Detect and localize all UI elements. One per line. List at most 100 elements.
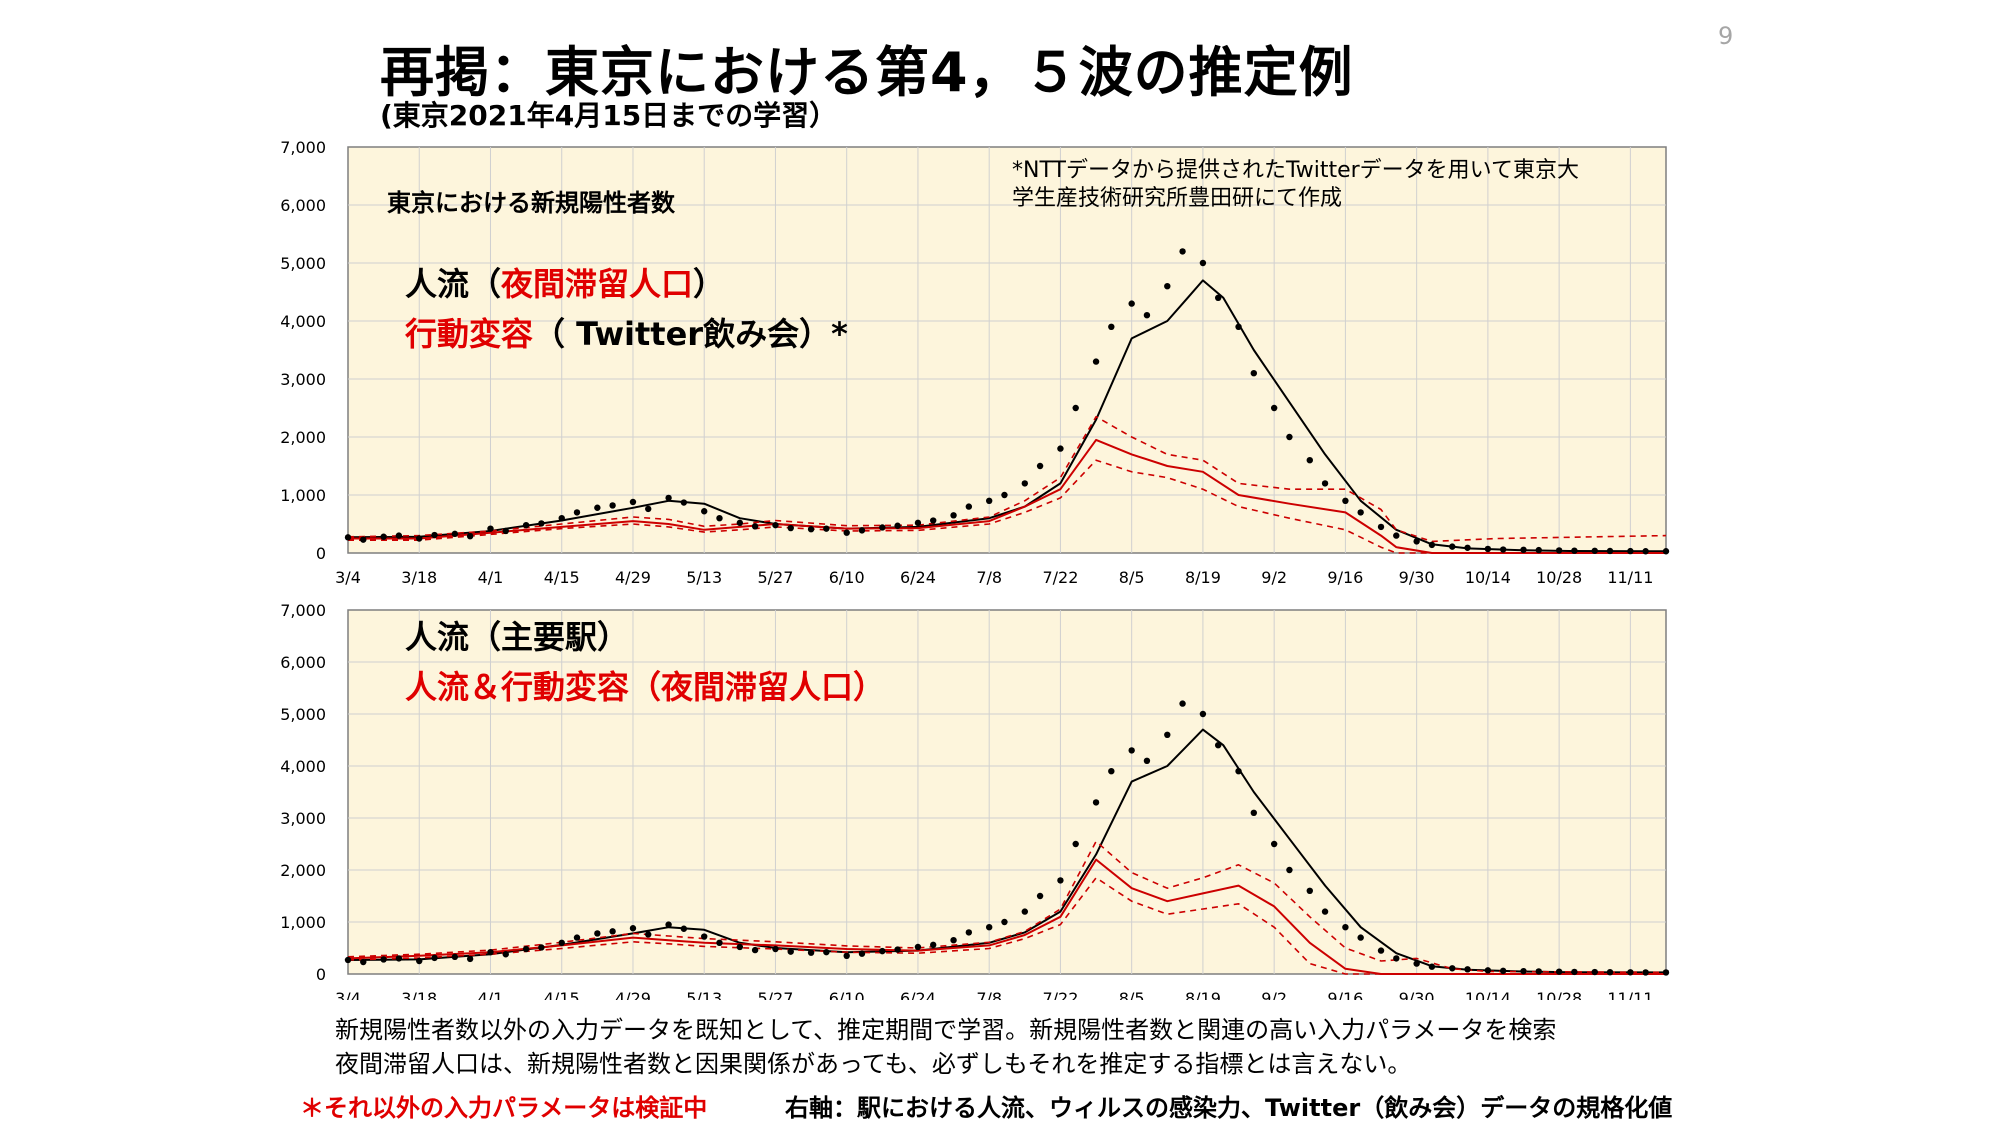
observed-case-point (645, 505, 652, 513)
behavior-lower-bound-line (347, 876, 1666, 975)
observed-case-point (1428, 541, 1436, 549)
observed-case-point (1393, 532, 1400, 539)
observed-case-point (1342, 924, 1349, 931)
footer-line-2: 夜間滞留人口は、新規陽性者数と因果関係があっても、必ずしもそれを推定する指標とは… (335, 1050, 1412, 1078)
top-legend-line2-red: 行動変容 (405, 315, 533, 353)
x-tick-label: 9/2 (1261, 568, 1287, 587)
observed-case-point (665, 494, 672, 502)
x-tick-label: 9/16 (1327, 989, 1363, 1000)
x-tick-label: 6/10 (829, 568, 865, 587)
observed-case-point (344, 956, 352, 964)
y-tick-label: 3,000 (280, 809, 326, 828)
x-tick-label: 6/24 (900, 568, 936, 587)
y-tick-label: 2,000 (280, 428, 326, 447)
bottom-legend-line1: 人流（主要駅） (405, 618, 629, 656)
observed-case-point (1199, 710, 1207, 718)
behavior-upper-bound-line (347, 415, 1667, 543)
observed-case-point (538, 520, 545, 527)
x-tick-label: 9/2 (1261, 989, 1287, 1000)
x-tick-label: 8/19 (1185, 989, 1221, 1000)
observed-case-point (772, 945, 779, 953)
x-tick-label: 10/28 (1536, 568, 1582, 587)
x-tick-label: 3/18 (401, 989, 437, 1000)
observed-case-point (466, 955, 474, 963)
observed-case-point (1270, 404, 1278, 412)
observed-case-point (807, 949, 815, 956)
observed-case-point (1535, 546, 1542, 554)
observed-case-point (1449, 543, 1456, 550)
observed-case-point (416, 957, 423, 965)
observed-case-point (487, 525, 494, 532)
x-tick-label: 10/14 (1465, 568, 1511, 587)
observed-case-point (451, 953, 459, 961)
observed-case-point (736, 519, 744, 527)
x-tick-label: 11/11 (1607, 989, 1653, 1000)
observed-case-point (1606, 547, 1614, 555)
observed-case-point (609, 502, 616, 509)
observed-case-point (1072, 840, 1079, 848)
observed-case-point (914, 519, 922, 527)
plot-area-top (347, 146, 1667, 554)
observed-case-point (665, 921, 672, 928)
observed-case-point (1571, 547, 1578, 554)
behavior-line (348, 438, 1666, 554)
observed-case-point (1164, 283, 1171, 290)
observed-case-point (894, 946, 901, 953)
observed-case-point (594, 504, 601, 511)
observed-case-point (1179, 248, 1186, 255)
observed-case-point (701, 508, 708, 515)
top-legend-line1-b: ） (693, 265, 725, 303)
x-tick-label: 9/30 (1399, 989, 1435, 1000)
observed-case-point (985, 924, 993, 931)
observed-case-point (416, 535, 423, 542)
observed-case-point (1072, 404, 1079, 412)
x-tick-label: 4/15 (544, 568, 580, 587)
observed-case-point (843, 952, 850, 959)
observed-case-point (558, 939, 565, 946)
observed-case-point (395, 532, 403, 539)
x-tick-label: 3/18 (401, 568, 437, 587)
observed-case-point (1143, 312, 1151, 319)
top-legend-line2: 行動変容（ Twitter飲み会）* (405, 315, 848, 353)
top-note-line1: *NTTデータから提供されたTwitterデータを用いて東京大 (1012, 158, 1579, 183)
observed-case-point (823, 948, 830, 956)
observed-case-point (1143, 757, 1151, 764)
observed-case-point (1377, 523, 1385, 531)
observed-case-point (1021, 908, 1029, 915)
observed-case-point (716, 515, 723, 522)
observed-case-point (1591, 968, 1598, 976)
observed-case-point (930, 517, 937, 524)
y-tick-label: 4,000 (280, 312, 326, 331)
x-tick-label: 8/5 (1119, 989, 1145, 1000)
bottom-legend-line2: 人流＆行動変容（夜間滞留人口） (405, 668, 885, 706)
observed-case-point (1001, 491, 1008, 499)
y-tick-label: 0 (316, 965, 326, 984)
x-tick-label: 5/13 (686, 568, 722, 587)
observed-case-point (431, 531, 438, 539)
footer-red-note: ＊それ以外の入力パラメータは検証中 (300, 1094, 708, 1122)
x-tick-label: 7/8 (976, 989, 1002, 1000)
observed-case-point (1464, 966, 1471, 973)
observed-case-point (950, 937, 957, 944)
top-note-line2: 学生産技術研究所豊田研にて作成 (1012, 186, 1342, 211)
observed-case-point (1235, 323, 1242, 330)
observed-case-point (431, 954, 438, 962)
observed-case-point (1464, 544, 1471, 551)
behavior-lower-bound-line (348, 459, 1666, 554)
observed-case-point (1499, 967, 1507, 975)
observed-case-point (894, 522, 901, 529)
x-tick-label: 7/22 (1042, 568, 1078, 587)
observed-case-point (1357, 509, 1364, 516)
observed-case-point (395, 955, 403, 962)
y-tick-label: 7,000 (280, 138, 326, 157)
bottom-chart: 0 1,000 2,000 3,000 4,000 5,000 6,000 7,000 3/4… (280, 601, 1670, 1000)
observed-case-point (701, 933, 708, 940)
observed-case-point (629, 498, 637, 506)
y-tick-label: 6,000 (280, 653, 326, 672)
observed-case-point (843, 529, 850, 536)
observed-case-point (1484, 967, 1492, 974)
observed-case-point (522, 945, 530, 953)
observed-case-point (1286, 866, 1293, 874)
observed-case-point (1108, 768, 1115, 775)
observed-case-point (1057, 445, 1064, 452)
